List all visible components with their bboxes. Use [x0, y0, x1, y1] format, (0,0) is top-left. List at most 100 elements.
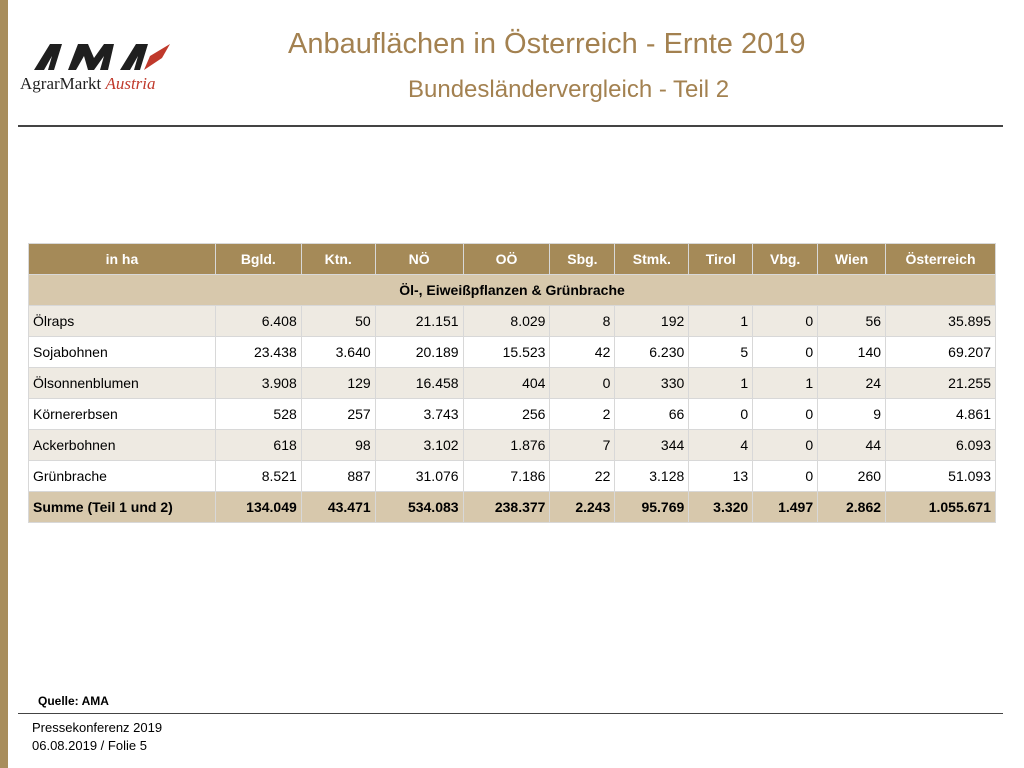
column-header-sbg: Sbg. [549, 243, 616, 275]
table-cell: 21.151 [374, 305, 464, 337]
table-cell: 134.049 [214, 491, 302, 523]
table-cell: 8.029 [462, 305, 551, 337]
table-cell: 20.189 [374, 336, 464, 368]
logo-word-austria: Austria [105, 74, 156, 93]
left-accent-bar [0, 0, 8, 768]
table-cell: 44 [817, 429, 887, 461]
column-header-ooe: OÖ [462, 243, 551, 275]
table-cell: 1 [688, 367, 754, 399]
table-cell: 6.093 [885, 429, 996, 461]
section-row: Öl-, Eiweißpflanzen & Grünbrache [28, 274, 996, 306]
table-cell: 16.458 [374, 367, 464, 399]
row-label: Sojabohnen [28, 336, 216, 368]
column-header-bgld: Bgld. [214, 243, 302, 275]
table-cell: 534.083 [374, 491, 464, 523]
table-cell: 7.186 [462, 460, 551, 492]
section-title: Öl-, Eiweißpflanzen & Grünbrache [28, 274, 996, 306]
column-header-oesterreich: Österreich [885, 243, 996, 275]
column-header-wien: Wien [817, 243, 887, 275]
logo-word-agrar: Agrar [20, 74, 60, 93]
table-cell: 8 [549, 305, 616, 337]
table-cell: 0 [688, 398, 754, 430]
table-cell: 0 [752, 398, 819, 430]
table-cell: 42 [549, 336, 616, 368]
row-label: Ölsonnenblumen [28, 367, 216, 399]
table-cell: 3.908 [214, 367, 302, 399]
table-row: Ölraps 6.408 50 21.151 8.029 8 192 1 0 56 35.895 [28, 305, 996, 337]
row-label: Körnererbsen [28, 398, 216, 430]
table-cell: 330 [614, 367, 690, 399]
table-cell: 6.408 [214, 305, 302, 337]
table-cell: 56 [817, 305, 887, 337]
table-cell: 0 [549, 367, 616, 399]
table-cell: 4 [688, 429, 754, 461]
table-cell: 3.743 [374, 398, 464, 430]
row-label: Ölraps [28, 305, 216, 337]
table-row: Sojabohnen 23.438 3.640 20.189 15.523 42 6.230… [28, 336, 996, 368]
table-cell: 887 [300, 460, 376, 492]
table-cell: 1.055.671 [885, 491, 996, 523]
table-cell: 13 [688, 460, 754, 492]
source-note: Quelle: AMA [38, 694, 109, 708]
column-header-unit: in ha [28, 243, 216, 275]
table-cell: 15.523 [462, 336, 551, 368]
column-header-noe: NÖ [374, 243, 464, 275]
table-cell: 35.895 [885, 305, 996, 337]
table-cell: 1.876 [462, 429, 551, 461]
ama-logo: AgrarMarkt Austria [18, 42, 173, 98]
footer-divider [18, 713, 1003, 714]
table-cell: 238.377 [462, 491, 551, 523]
table-cell: 1.497 [752, 491, 819, 523]
table-cell: 2.243 [549, 491, 616, 523]
table-cell: 0 [752, 305, 819, 337]
table-cell: 140 [817, 336, 887, 368]
page-title: Anbauflächen in Österreich - Ernte 2019 [288, 28, 806, 60]
table-cell: 6.230 [614, 336, 690, 368]
table-cell: 3.102 [374, 429, 464, 461]
table-cell: 66 [614, 398, 690, 430]
table-cell: 1 [752, 367, 819, 399]
column-header-vbg: Vbg. [752, 243, 819, 275]
page-subtitle: Bundesländervergleich - Teil 2 [408, 76, 730, 103]
column-header-tirol: Tirol [688, 243, 754, 275]
table-cell: 24 [817, 367, 887, 399]
table-cell: 528 [214, 398, 302, 430]
table-cell: 0 [752, 429, 819, 461]
logo-wordmark: AgrarMarkt Austria [20, 74, 156, 94]
table-cell: 31.076 [374, 460, 464, 492]
table-cell: 260 [817, 460, 887, 492]
table-cell: 1 [688, 305, 754, 337]
table-cell: 9 [817, 398, 887, 430]
table-cell: 618 [214, 429, 302, 461]
table-cell: 95.769 [614, 491, 690, 523]
table-cell: 50 [300, 305, 376, 337]
table-cell: 98 [300, 429, 376, 461]
table-cell: 257 [300, 398, 376, 430]
table-cell: 69.207 [885, 336, 996, 368]
footer-date-slide: 06.08.2019 / Folie 5 [32, 738, 147, 753]
sum-row: Summe (Teil 1 und 2) 134.049 43.471 534.083… [28, 491, 996, 523]
row-label: Grünbrache [28, 460, 216, 492]
table-cell: 2.862 [817, 491, 887, 523]
table-cell: 344 [614, 429, 690, 461]
table-cell: 43.471 [300, 491, 376, 523]
table-cell: 3.320 [688, 491, 754, 523]
table-cell: 3.640 [300, 336, 376, 368]
table-row: Körnererbsen 528 257 3.743 256 2 66 0 0 9 4.861 [28, 398, 996, 430]
column-header-stmk: Stmk. [614, 243, 690, 275]
table-cell: 404 [462, 367, 551, 399]
logo-word-markt: Markt [59, 74, 102, 93]
row-label: Ackerbohnen [28, 429, 216, 461]
header-divider [18, 125, 1003, 127]
table-cell: 0 [752, 460, 819, 492]
table-header-row: in ha Bgld. Ktn. NÖ OÖ Sbg. Stmk. Tirol … [28, 243, 996, 275]
table-row: Grünbrache 8.521 887 31.076 7.186 22 3.128 13 0 2… [28, 460, 996, 492]
column-header-ktn: Ktn. [300, 243, 376, 275]
table-cell: 5 [688, 336, 754, 368]
table-cell: 8.521 [214, 460, 302, 492]
table-cell: 23.438 [214, 336, 302, 368]
table-cell: 129 [300, 367, 376, 399]
table-cell: 22 [549, 460, 616, 492]
ama-logo-mark [34, 44, 170, 70]
acreage-table: in ha Bgld. Ktn. NÖ OÖ Sbg. Stmk. Tirol … [28, 243, 996, 523]
